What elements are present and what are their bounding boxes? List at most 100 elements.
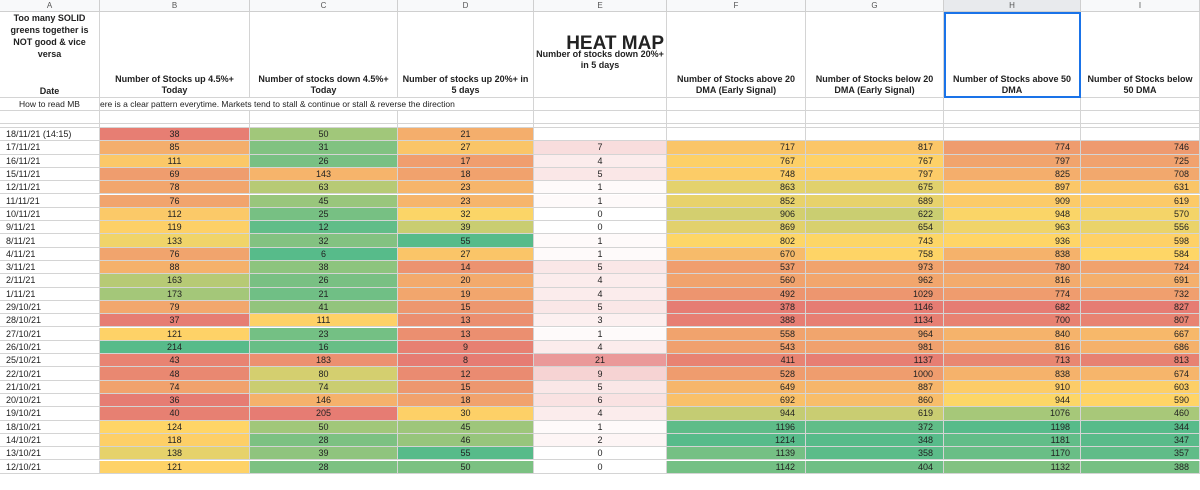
stocks-up-5days-cell[interactable]: 23 [398,194,534,208]
stocks-down-today-cell[interactable]: 50 [250,420,398,434]
above-20dma-cell[interactable]: 558 [667,327,806,341]
stocks-down-5days-cell[interactable]: 6 [534,394,667,408]
above-20dma-cell[interactable]: 944 [667,407,806,421]
above-50dma-cell[interactable]: 840 [944,327,1081,341]
stocks-up-5days-cell[interactable]: 14 [398,261,534,275]
stocks-down-today-cell[interactable]: 205 [250,407,398,421]
above-50dma-cell[interactable]: 774 [944,141,1081,155]
below-20dma-cell[interactable]: 860 [806,394,944,408]
above-20dma-cell[interactable]: 1196 [667,420,806,434]
stocks-down-today-cell[interactable]: 146 [250,394,398,408]
below-20dma-cell[interactable]: 887 [806,380,944,394]
stocks-up-today-cell[interactable]: 43 [100,354,250,368]
blank-cell[interactable] [1081,111,1200,124]
date-cell[interactable]: 12/11/21 [0,181,100,195]
date-cell[interactable]: 2/11/21 [0,274,100,288]
above-20dma-cell[interactable]: 869 [667,221,806,235]
below-50dma-cell[interactable]: 344 [1081,420,1200,434]
below-20dma-cell[interactable]: 404 [806,460,944,474]
below-50dma-cell[interactable]: 388 [1081,460,1200,474]
blank-cell[interactable] [250,111,398,124]
stocks-down-5days-cell[interactable]: 5 [534,261,667,275]
stocks-up-5days-cell[interactable]: 19 [398,287,534,301]
above-20dma-cell[interactable]: 388 [667,314,806,328]
below-20dma-cell[interactable]: 689 [806,194,944,208]
blank-cell[interactable] [398,111,534,124]
above-50dma-cell[interactable]: 948 [944,207,1081,222]
below-20dma-cell[interactable] [806,128,944,142]
column-header-i[interactable]: I [1081,0,1200,12]
blank-cell[interactable] [0,111,100,124]
how-to-cell-b[interactable] [100,98,250,111]
stocks-up-today-cell[interactable]: 173 [100,287,250,301]
stocks-down-today-cell[interactable]: 38 [250,261,398,275]
header-stocks-up-today[interactable]: Number of Stocks up 4.5%+ Today [100,12,250,98]
above-50dma-cell[interactable]: 910 [944,380,1081,394]
header-cell-a[interactable]: Too many SOLID greens together is NOT go… [0,12,100,98]
stocks-up-today-cell[interactable]: 88 [100,261,250,275]
below-20dma-cell[interactable]: 1137 [806,354,944,368]
stocks-down-5days-cell[interactable]: 0 [534,207,667,222]
stocks-down-today-cell[interactable]: 6 [250,247,398,261]
above-50dma-cell[interactable]: 1132 [944,460,1081,474]
below-20dma-cell[interactable]: 981 [806,340,944,355]
stocks-down-today-cell[interactable]: 16 [250,340,398,355]
above-20dma-cell[interactable]: 560 [667,274,806,288]
header-below-50dma[interactable]: Number of Stocks below 50 DMA [1081,12,1200,98]
below-50dma-cell[interactable]: 686 [1081,340,1200,355]
date-cell[interactable]: 28/10/21 [0,314,100,328]
above-50dma-cell[interactable]: 1181 [944,433,1081,448]
stocks-down-5days-cell[interactable]: 4 [534,154,667,168]
below-20dma-cell[interactable]: 348 [806,433,944,448]
date-cell[interactable]: 1/11/21 [0,287,100,301]
stocks-down-today-cell[interactable]: 45 [250,194,398,208]
below-50dma-cell[interactable]: 357 [1081,447,1200,461]
date-cell[interactable]: 10/11/21 [0,207,100,222]
how-to-cell-f[interactable] [667,98,806,111]
above-20dma-cell[interactable]: 411 [667,354,806,368]
stocks-down-today-cell[interactable]: 31 [250,141,398,155]
above-50dma-cell[interactable]: 797 [944,154,1081,168]
stocks-up-today-cell[interactable]: 112 [100,207,250,222]
stocks-up-today-cell[interactable]: 119 [100,221,250,235]
above-20dma-cell[interactable]: 717 [667,141,806,155]
stocks-up-today-cell[interactable]: 69 [100,167,250,182]
above-50dma-cell[interactable]: 682 [944,300,1081,315]
below-50dma-cell[interactable]: 725 [1081,154,1200,168]
stocks-up-5days-cell[interactable]: 32 [398,207,534,222]
header-below-20dma[interactable]: Number of Stocks below 20 DMA (Early Sig… [806,12,944,98]
stocks-down-5days-cell[interactable]: 1 [534,420,667,434]
blank-cell[interactable] [944,111,1081,124]
column-header-c[interactable]: C [250,0,398,12]
stocks-down-5days-cell[interactable]: 7 [534,141,667,155]
stocks-down-5days-cell[interactable]: 9 [534,367,667,381]
date-cell[interactable]: 26/10/21 [0,340,100,355]
above-50dma-cell[interactable]: 774 [944,287,1081,301]
below-20dma-cell[interactable]: 1134 [806,314,944,328]
above-50dma-cell[interactable]: 816 [944,340,1081,355]
below-50dma-cell[interactable]: 813 [1081,354,1200,368]
stocks-up-5days-cell[interactable]: 50 [398,460,534,474]
above-20dma-cell[interactable]: 528 [667,367,806,381]
below-50dma-cell[interactable]: 460 [1081,407,1200,421]
stocks-up-today-cell[interactable]: 37 [100,314,250,328]
how-to-cell-g[interactable] [806,98,944,111]
stocks-up-today-cell[interactable]: 163 [100,274,250,288]
stocks-down-5days-cell[interactable]: 2 [534,433,667,448]
above-20dma-cell[interactable]: 1214 [667,433,806,448]
above-20dma-cell[interactable]: 748 [667,167,806,182]
stocks-down-5days-cell[interactable]: 5 [534,300,667,315]
stocks-up-5days-cell[interactable]: 55 [398,447,534,461]
below-20dma-cell[interactable]: 1029 [806,287,944,301]
stocks-up-today-cell[interactable]: 118 [100,433,250,448]
above-50dma-cell[interactable]: 944 [944,394,1081,408]
above-20dma-cell[interactable]: 852 [667,194,806,208]
stocks-down-today-cell[interactable]: 80 [250,367,398,381]
stocks-up-today-cell[interactable]: 121 [100,327,250,341]
below-20dma-cell[interactable]: 675 [806,181,944,195]
above-50dma-cell[interactable]: 1076 [944,407,1081,421]
below-20dma-cell[interactable]: 622 [806,207,944,222]
stocks-up-5days-cell[interactable]: 21 [398,128,534,142]
below-50dma-cell[interactable] [1081,128,1200,142]
